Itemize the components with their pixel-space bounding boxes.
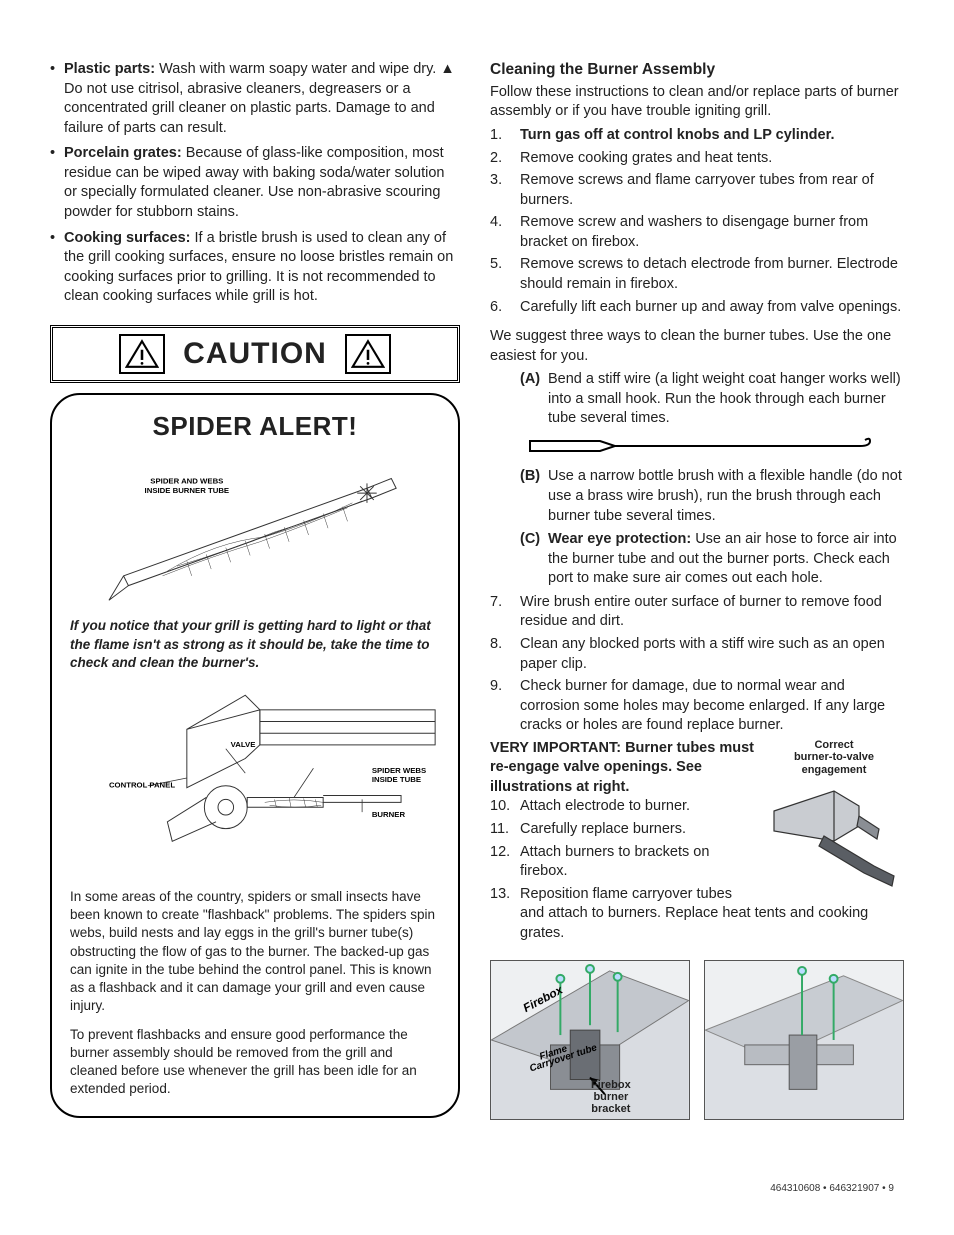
firebox-diagrams: Firebox Flame Carryover tube Firebox bur… [490,960,904,1120]
diagram-label: SPIDER WEBS [372,766,426,775]
flashback-paragraph: In some areas of the country, spiders or… [70,888,440,1016]
bullet-porcelain: Porcelain grates: Because of glass-like … [50,144,460,222]
warning-triangle-icon [345,334,391,374]
step-3: 3.Remove screws and flame carryover tube… [490,171,904,210]
step-11: 11.Carefully replace burners. [490,820,904,840]
caution-text: CAUTION [183,334,327,375]
care-bullet-list: Plastic parts: Wash with warm soapy wate… [50,60,460,307]
steps-list-2: 7.Wire brush entire outer surface of bur… [490,593,904,736]
bullet-lead: Cooking surfaces: [64,230,191,246]
caution-banner: CAUTION [50,325,460,384]
method-b: (B)Use a narrow bottle brush with a flex… [520,467,904,526]
method-letter: (C) [520,530,548,589]
step-5: 5.Remove screws to detach electrode from… [490,255,904,294]
spider-alert-panel: SPIDER ALERT! SPIDER AND WEBS INSIDE BUR… [50,393,460,1118]
steps-list-3: 10.Attach electrode to burner. 11.Carefu… [490,797,904,943]
left-column: Plastic parts: Wash with warm soapy wate… [50,60,460,1120]
bullet-lead: Porcelain grates: [64,145,182,161]
diagram-label: VALVE [231,740,256,749]
engagement-label: Correct burner-to-valve engagement [794,739,874,776]
cleaning-heading: Cleaning the Burner Assembly [490,60,904,81]
control-panel-diagram: CONTROL PANEL VALVE SPIDER WEBS INSIDE T… [70,678,440,878]
diagram-label: BURNER [372,810,406,819]
methods-list-cont: (B)Use a narrow bottle brush with a flex… [490,467,904,588]
method-letter: (B) [520,467,548,526]
step-4: 4.Remove screw and washers to disengage … [490,213,904,252]
wire-hook-diagram [520,437,880,455]
bullet-lead: Plastic parts: [64,61,155,77]
bracket-label: Firebox burner bracket [591,1079,631,1115]
burner-tube-diagram: SPIDER AND WEBS INSIDE BURNER TUBE [70,452,440,617]
cleaning-intro: Follow these instructions to clean and/o… [490,83,904,122]
warning-triangle-icon [119,334,165,374]
diagram-label: INSIDE BURNER TUBE [145,486,230,495]
step-9: 9.Check burner for damage, due to normal… [490,677,904,736]
bullet-cooking: Cooking surfaces: If a bristle brush is … [50,229,460,307]
step-7: 7.Wire brush entire outer surface of bur… [490,593,904,632]
diagram-label: INSIDE TUBE [372,775,421,784]
method-letter: (A) [520,370,548,429]
prevention-paragraph: To prevent flashbacks and ensure good pe… [70,1026,440,1099]
bullet-plastic: Plastic parts: Wash with warm soapy wate… [50,60,460,138]
step-10: 10.Attach electrode to burner. [490,797,904,817]
diagram-label: CONTROL PANEL [109,781,175,790]
method-a: (A)Bend a stiff wire (a light weight coa… [520,370,904,429]
right-column: Cleaning the Burner Assembly Follow thes… [490,60,904,1120]
firebox-diagram-2 [704,960,904,1120]
step-2: 2.Remove cooking grates and heat tents. [490,149,904,169]
method-c: (C)Wear eye protection: Use an air hose … [520,530,904,589]
page-footer: 464310608 • 646321907 • 9 [770,1182,894,1196]
step-1: 1.Turn gas off at control knobs and LP c… [490,126,904,146]
firebox-diagram-1: Firebox Flame Carryover tube Firebox bur… [490,960,690,1120]
diagram-label: SPIDER AND WEBS [150,477,223,486]
methods-list: (A)Bend a stiff wire (a light weight coa… [490,370,904,429]
step-13: 13.Reposition flame carryover tubes and … [490,885,904,944]
step-8: 8.Clean any blocked ports with a stiff w… [490,635,904,674]
spider-alert-title: SPIDER ALERT! [70,409,440,444]
three-ways-paragraph: We suggest three ways to clean the burne… [490,327,904,366]
steps-list-1: 1.Turn gas off at control knobs and LP c… [490,126,904,317]
step-6: 6.Carefully lift each burner up and away… [490,298,904,318]
step-12: 12.Attach burners to brackets on firebox… [490,843,904,882]
italic-note: If you notice that your grill is getting… [70,617,440,672]
